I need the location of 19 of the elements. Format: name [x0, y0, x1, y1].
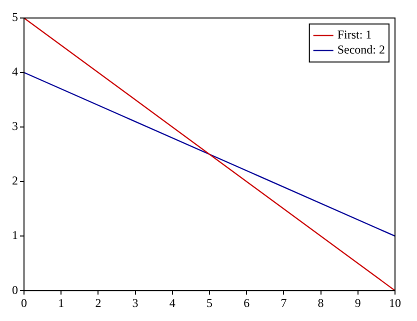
y-tick-label: 5 [12, 10, 18, 24]
y-tick-label: 3 [12, 119, 18, 134]
x-tick-label: 7 [280, 296, 287, 310]
y-tick-label: 4 [12, 64, 18, 79]
x-tick-label: 2 [95, 296, 102, 310]
x-tick-label: 10 [389, 296, 401, 310]
y-tick-label: 1 [12, 228, 18, 242]
x-tick-label: 3 [132, 296, 138, 310]
x-tick-label: 5 [206, 296, 212, 310]
x-tick-label: 4 [169, 296, 176, 310]
legend-label: Second: 2 [337, 42, 386, 57]
x-tick-label: 6 [244, 296, 250, 310]
x-tick-label: 1 [58, 296, 64, 310]
legend-label: First: 1 [337, 28, 372, 42]
x-tick-label: 9 [354, 296, 361, 310]
y-tick-label: 2 [12, 174, 18, 188]
y-tick-label: 0 [12, 282, 18, 297]
x-tick-label: 0 [21, 296, 27, 310]
x-tick-label: 8 [318, 296, 324, 310]
